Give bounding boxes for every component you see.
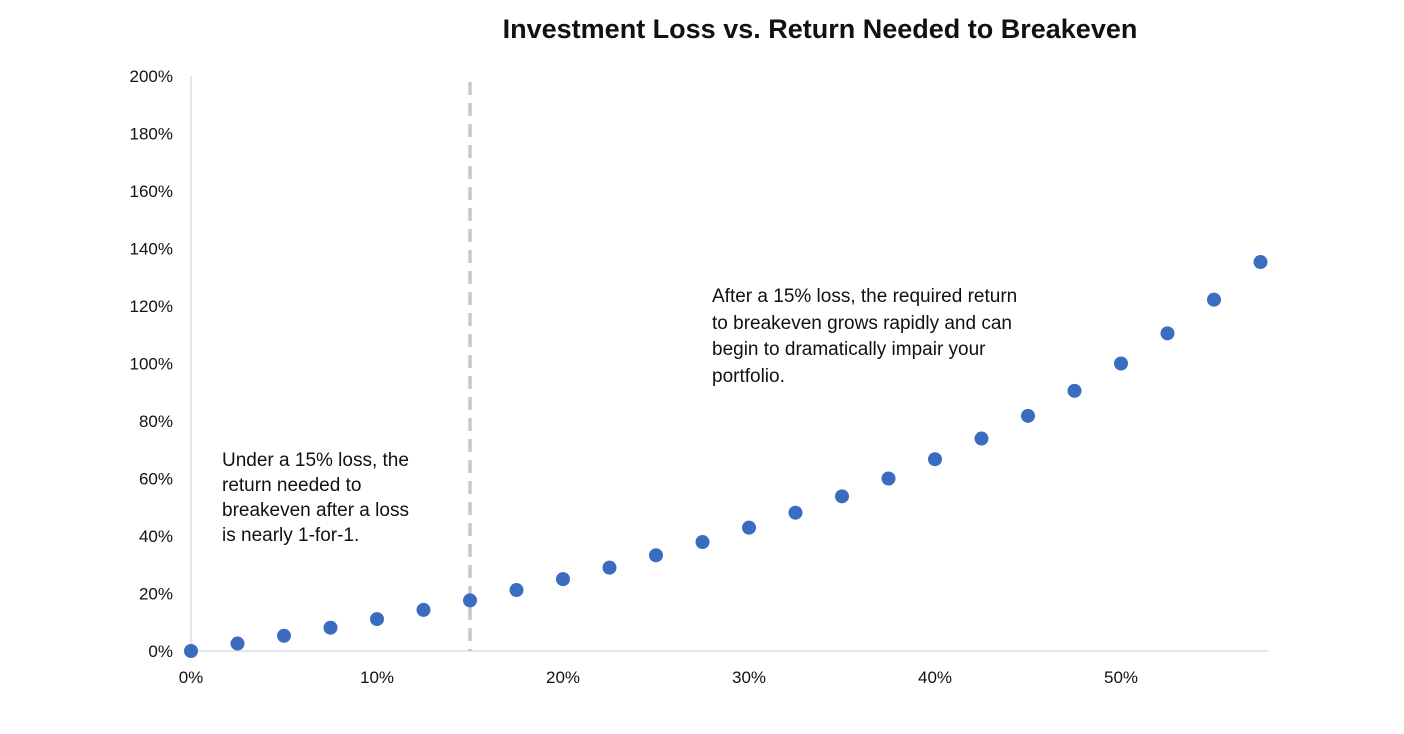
- data-point: [602, 560, 617, 575]
- data-point: [649, 548, 663, 563]
- data-point: [835, 489, 849, 504]
- y-axis: 0% 20% 40% 60% 80% 100% 120% 140% 160% 180% 200%: [130, 67, 192, 661]
- x-tick-label: 50%: [1104, 668, 1138, 687]
- data-points: [184, 255, 1268, 658]
- data-point: [1114, 356, 1128, 371]
- annotation-right-line-2: to breakeven grows rapidly and can: [712, 313, 1012, 334]
- annotation-left-line-2: return needed to: [222, 475, 361, 496]
- y-tick-label: 60%: [139, 470, 173, 489]
- data-point: [788, 505, 803, 520]
- data-point: [742, 520, 756, 535]
- data-point: [277, 628, 291, 643]
- y-tick-label: 80%: [139, 412, 173, 431]
- data-point: [928, 452, 942, 467]
- annotation-right: After a 15% loss, the required return to…: [712, 286, 1017, 387]
- annotation-left-line-3: breakeven after a loss: [222, 500, 409, 521]
- y-tick-label: 200%: [130, 67, 173, 86]
- data-point: [695, 535, 710, 550]
- data-point: [974, 431, 989, 446]
- data-point: [230, 636, 245, 651]
- y-tick-label: 40%: [139, 527, 173, 546]
- y-tick-label: 180%: [130, 125, 173, 144]
- y-tick-label: 120%: [130, 297, 173, 316]
- y-tick-label: 100%: [130, 355, 173, 374]
- x-tick-label: 30%: [732, 668, 766, 687]
- x-tick-label: 10%: [360, 668, 394, 687]
- annotation-left-line-1: Under a 15% loss, the: [222, 450, 409, 471]
- data-point: [184, 644, 198, 658]
- annotation-right-line-3: begin to dramatically impair your: [712, 339, 986, 360]
- y-tick-label: 0%: [148, 642, 173, 661]
- x-tick-label: 40%: [918, 668, 952, 687]
- chart-title: Investment Loss vs. Return Needed to Bre…: [503, 14, 1138, 44]
- x-tick-label: 0%: [179, 668, 204, 687]
- x-tick-label: 20%: [546, 668, 580, 687]
- data-point: [463, 593, 477, 608]
- data-point: [370, 612, 384, 627]
- data-point: [1067, 383, 1082, 398]
- annotation-left-line-4: is nearly 1-for-1.: [222, 525, 359, 546]
- annotation-right-line-1: After a 15% loss, the required return: [712, 286, 1017, 307]
- y-tick-label: 160%: [130, 182, 173, 201]
- data-point: [416, 602, 431, 617]
- data-point: [509, 583, 524, 598]
- data-point: [1207, 292, 1221, 307]
- data-point: [556, 572, 570, 587]
- annotation-right-line-4: portfolio.: [712, 366, 785, 387]
- data-point: [1253, 255, 1268, 270]
- annotation-left: Under a 15% loss, the return needed to b…: [222, 450, 409, 546]
- data-point: [1160, 326, 1175, 341]
- data-point: [323, 620, 338, 635]
- y-tick-label: 140%: [130, 240, 173, 259]
- x-axis: 0% 10% 20% 30% 40% 50%: [179, 650, 1268, 687]
- y-tick-label: 20%: [139, 585, 173, 604]
- data-point: [1021, 408, 1035, 423]
- data-point: [881, 471, 896, 486]
